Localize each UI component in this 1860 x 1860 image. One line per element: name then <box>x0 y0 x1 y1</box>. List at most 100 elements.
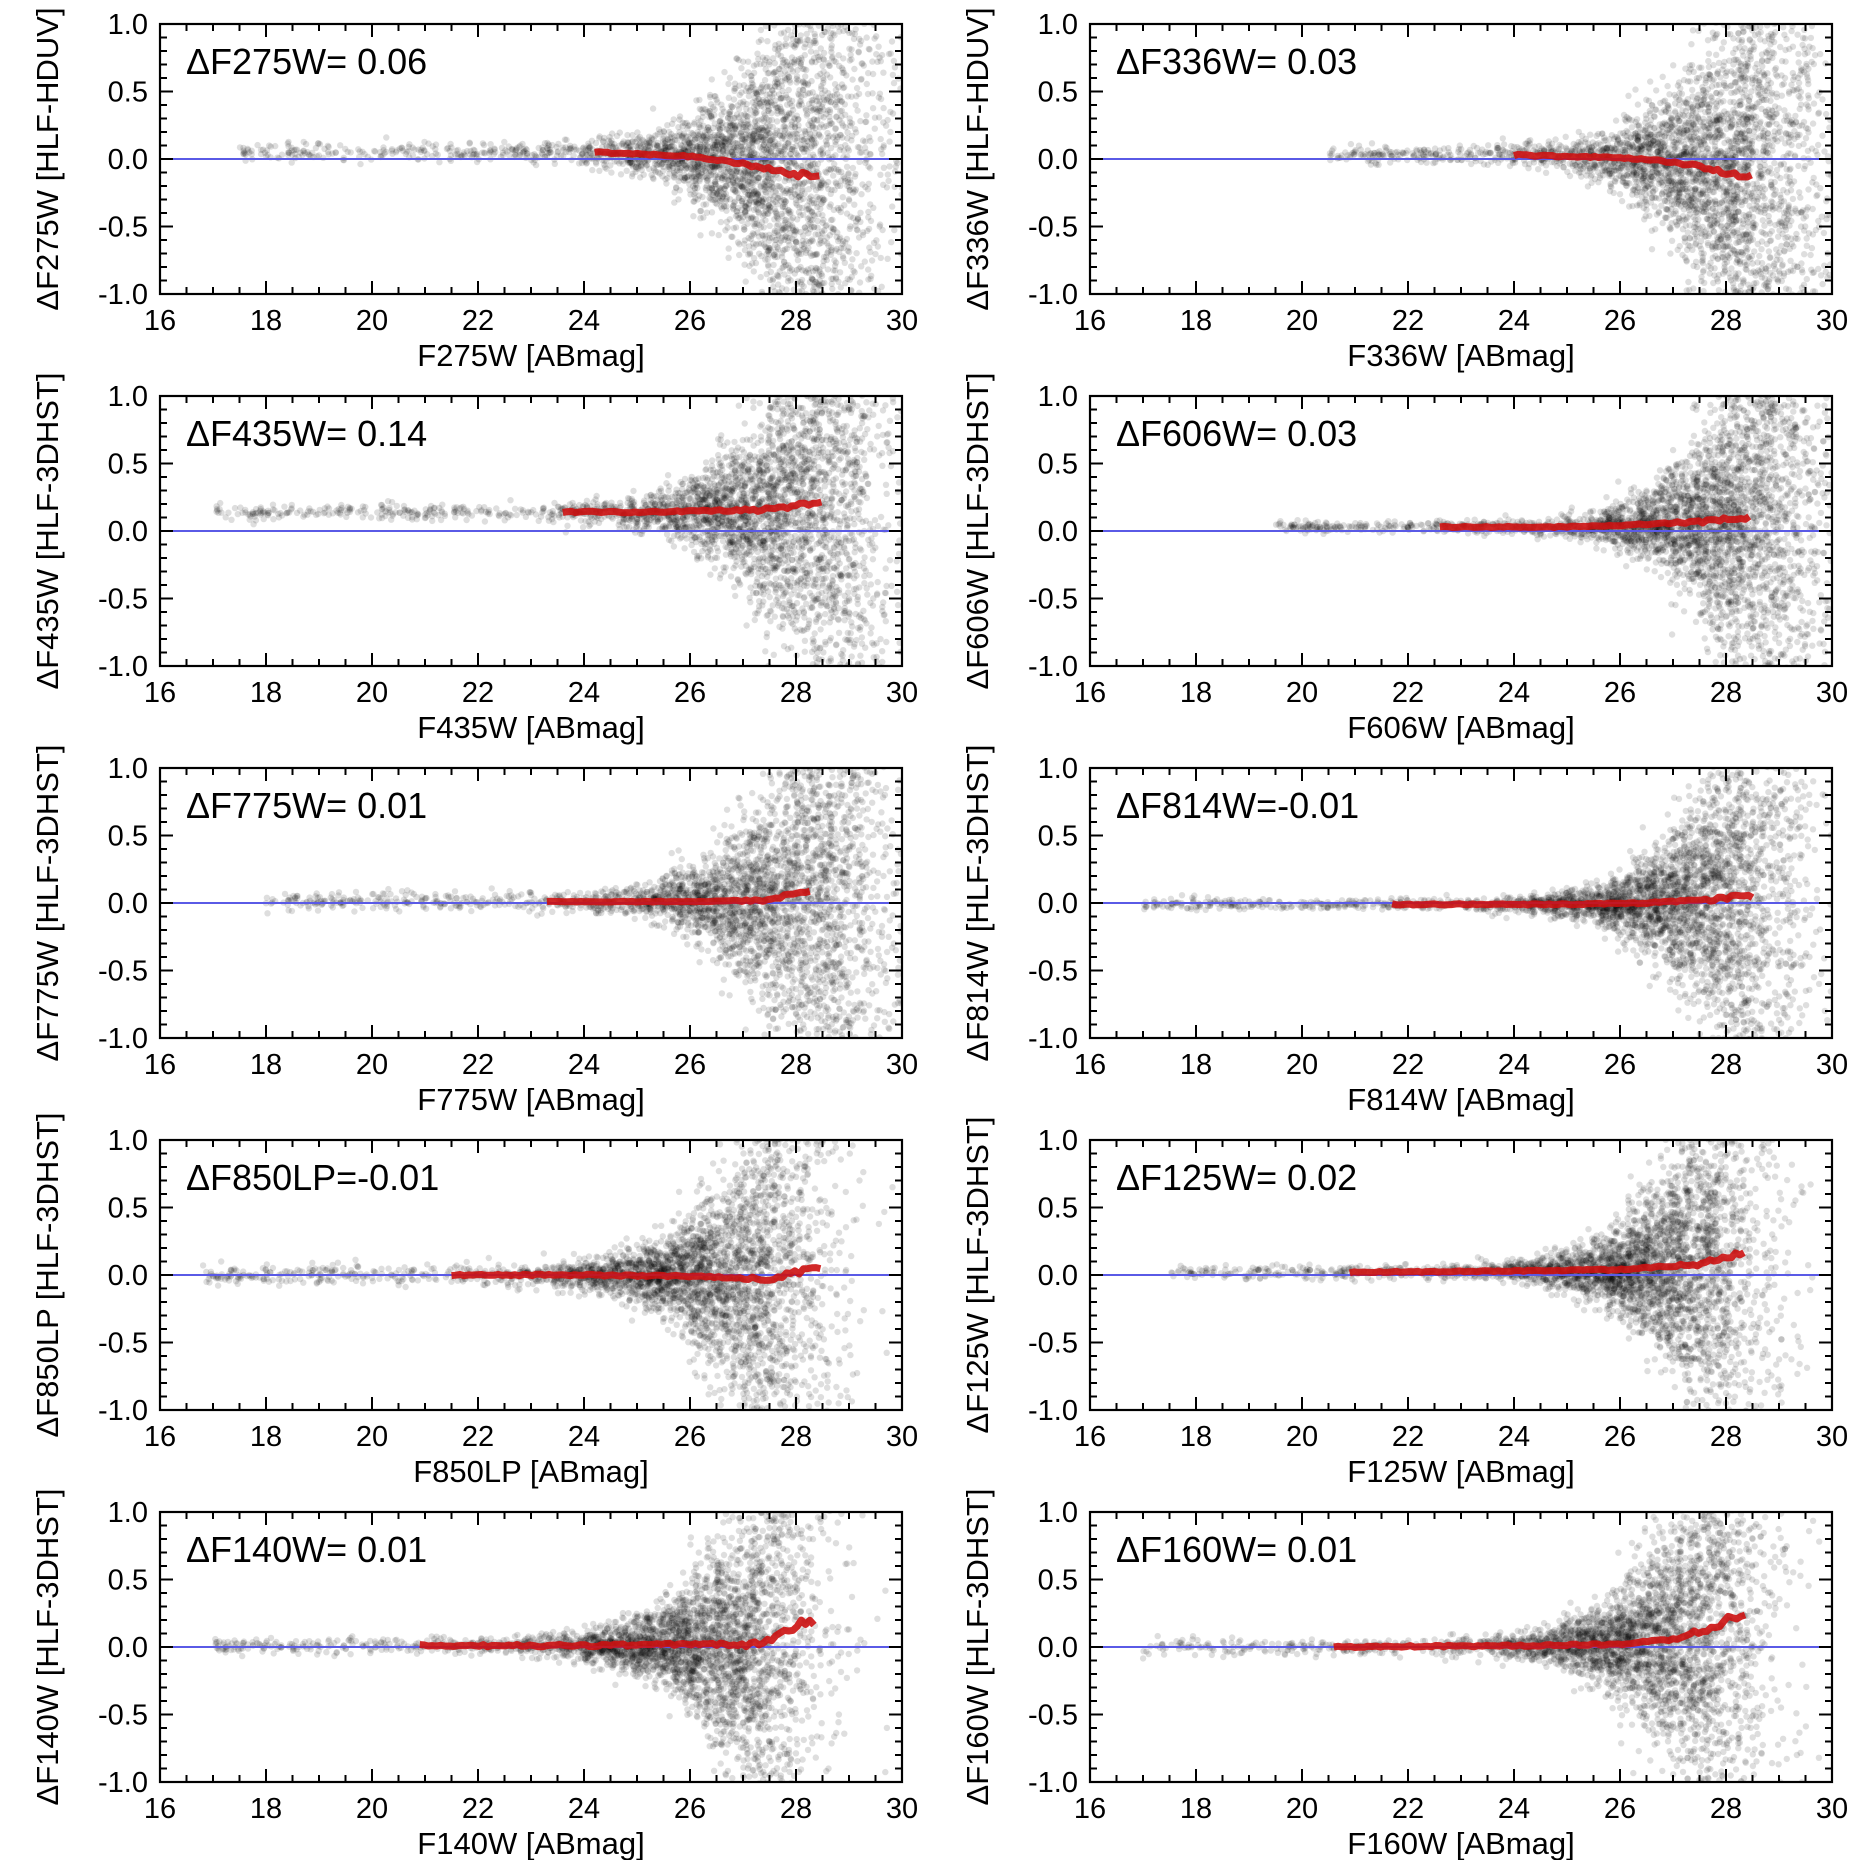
data-point <box>820 257 827 265</box>
data-point <box>842 124 849 131</box>
data-point <box>752 101 759 108</box>
data-point <box>810 39 817 46</box>
data-point <box>726 136 733 143</box>
data-point <box>749 144 757 151</box>
data-point <box>840 147 847 154</box>
data-point <box>702 184 709 191</box>
data-point <box>747 148 755 156</box>
data-point <box>746 152 753 159</box>
data-point <box>836 146 843 154</box>
data-point <box>773 222 780 230</box>
data-point <box>683 133 690 140</box>
data-point <box>816 277 823 284</box>
data-point <box>766 129 773 137</box>
data-point <box>770 261 777 269</box>
data-point <box>1720 39 1728 46</box>
data-point <box>772 104 780 112</box>
data-point <box>775 65 783 73</box>
data-point <box>505 143 512 150</box>
data-point <box>745 178 752 185</box>
data-point <box>823 140 831 147</box>
x-tick-label: 28 <box>780 305 812 337</box>
data-point <box>852 126 859 133</box>
data-point <box>754 206 761 213</box>
data-point <box>825 178 832 186</box>
data-point <box>700 122 707 129</box>
data-point <box>1678 90 1686 98</box>
data-point <box>729 151 737 158</box>
data-point <box>782 198 790 205</box>
data-point <box>706 107 713 115</box>
data-point <box>725 176 732 183</box>
data-point <box>859 231 867 239</box>
data-point <box>587 150 595 157</box>
data-point <box>771 24 778 29</box>
data-point <box>815 94 822 101</box>
data-point <box>498 144 506 151</box>
data-point <box>812 37 819 45</box>
data-point <box>565 148 573 156</box>
data-point <box>521 147 528 155</box>
data-point <box>760 118 768 125</box>
data-point <box>884 171 891 178</box>
data-point <box>596 135 603 142</box>
data-point <box>874 243 882 250</box>
data-point <box>817 107 824 115</box>
data-point <box>793 150 800 157</box>
data-point <box>812 250 820 258</box>
data-point <box>754 200 762 207</box>
data-point <box>763 99 770 107</box>
data-point <box>871 114 879 121</box>
data-point <box>819 230 826 237</box>
data-point <box>808 58 816 65</box>
x-tick-label: 16 <box>144 305 176 337</box>
data-point <box>703 209 711 216</box>
data-point <box>809 161 817 168</box>
data-point <box>708 76 715 83</box>
data-point <box>681 174 688 182</box>
data-point <box>816 181 823 189</box>
data-point <box>802 267 809 274</box>
data-point <box>799 145 806 153</box>
data-point <box>851 30 859 38</box>
data-point <box>759 198 766 205</box>
data-point <box>782 42 790 50</box>
data-point <box>388 146 396 153</box>
data-point <box>795 101 802 108</box>
data-point <box>772 152 779 160</box>
data-point <box>725 126 732 134</box>
data-point <box>765 107 772 115</box>
data-point <box>742 203 750 210</box>
data-point <box>733 55 740 62</box>
data-point <box>1648 246 1656 253</box>
data-point <box>784 139 792 147</box>
data-point <box>578 159 586 167</box>
data-point <box>817 45 824 52</box>
data-point <box>772 42 779 49</box>
data-point <box>820 216 827 224</box>
data-point <box>748 76 755 84</box>
data-point <box>772 188 779 195</box>
data-point <box>1707 16 1713 22</box>
data-point <box>769 277 776 284</box>
data-point <box>725 254 732 261</box>
data-point <box>832 275 840 283</box>
data-point <box>753 97 760 105</box>
data-point <box>819 194 826 202</box>
data-point <box>757 26 765 34</box>
data-point <box>726 111 734 118</box>
data-point <box>528 156 535 164</box>
data-point <box>357 160 364 168</box>
data-point <box>791 44 798 51</box>
data-point <box>838 177 845 184</box>
data-point <box>741 261 748 268</box>
data-point <box>778 213 786 220</box>
data-point <box>832 179 839 186</box>
data-point <box>869 90 876 97</box>
data-point <box>1788 81 1795 89</box>
data-point <box>715 131 723 138</box>
data-point <box>741 136 749 143</box>
data-point <box>608 169 615 176</box>
data-point <box>714 99 721 106</box>
data-point <box>1684 78 1692 85</box>
